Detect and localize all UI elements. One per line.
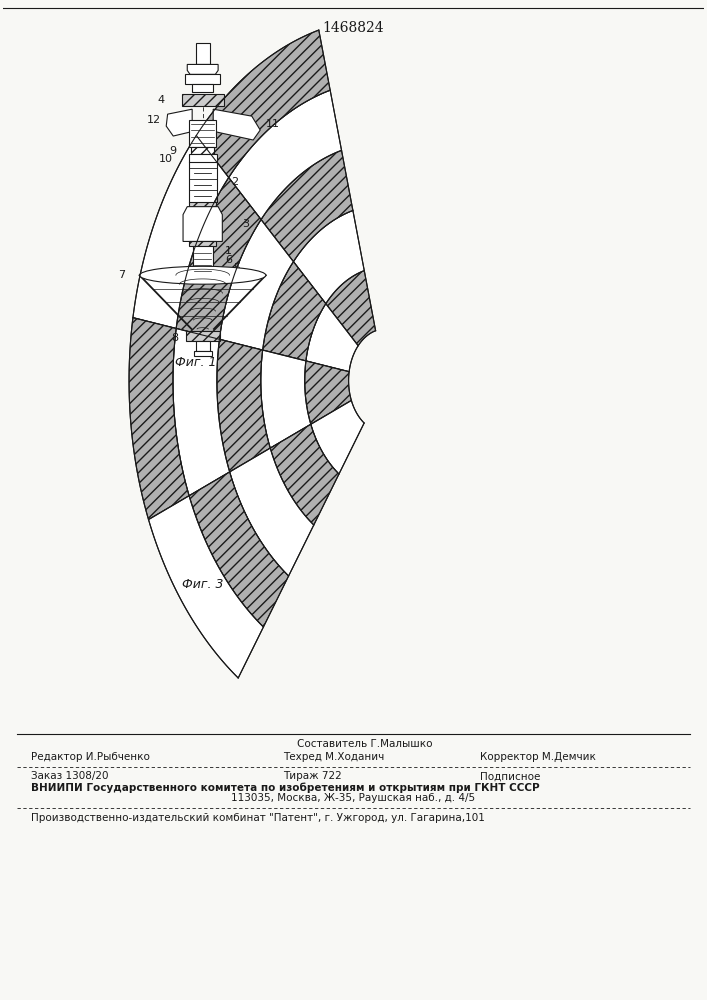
Text: Корректор М.Демчик: Корректор М.Демчик: [480, 752, 595, 762]
Bar: [189, 154, 217, 162]
Text: Фиг. 1: Фиг. 1: [175, 356, 216, 369]
Polygon shape: [261, 150, 353, 262]
Polygon shape: [230, 448, 314, 576]
Polygon shape: [183, 207, 222, 241]
Bar: [186, 331, 220, 341]
Text: 5: 5: [233, 263, 240, 273]
Bar: [196, 43, 210, 64]
Bar: [192, 147, 214, 154]
Bar: [192, 84, 214, 92]
Text: Заказ 1308/20: Заказ 1308/20: [31, 771, 108, 781]
Polygon shape: [219, 220, 293, 350]
Polygon shape: [189, 472, 288, 627]
Bar: [182, 94, 223, 106]
Text: 6: 6: [225, 255, 232, 265]
Bar: [189, 120, 216, 147]
Polygon shape: [305, 361, 351, 424]
Polygon shape: [166, 109, 192, 136]
Bar: [185, 74, 220, 84]
Text: Подписное: Подписное: [480, 771, 540, 781]
Polygon shape: [173, 328, 230, 496]
Text: 12: 12: [146, 115, 160, 125]
Polygon shape: [326, 271, 375, 346]
Text: Редактор И.Рыбченко: Редактор И.Рыбченко: [31, 752, 150, 762]
Text: ВНИИПИ Государственного комитета по изобретениям и открытиям при ГКНТ СССР: ВНИИПИ Государственного комитета по изоб…: [31, 782, 539, 793]
Text: Составитель Г.Малышко: Составитель Г.Малышко: [298, 739, 433, 749]
Polygon shape: [214, 109, 260, 140]
Text: Тираж 722: Тираж 722: [284, 771, 342, 781]
Polygon shape: [133, 135, 228, 328]
Polygon shape: [148, 496, 264, 678]
Text: 1468824: 1468824: [322, 21, 385, 35]
Bar: [196, 341, 210, 351]
Bar: [194, 351, 212, 356]
Text: 2: 2: [230, 177, 238, 187]
Polygon shape: [129, 318, 189, 520]
Text: 10: 10: [159, 154, 173, 164]
Text: 11: 11: [266, 119, 280, 129]
Text: 3: 3: [242, 219, 249, 229]
Polygon shape: [228, 90, 341, 220]
Polygon shape: [306, 304, 358, 372]
Text: 8: 8: [172, 333, 179, 343]
Text: Фиг. 3: Фиг. 3: [182, 578, 223, 591]
Text: 113035, Москва, Ж-35, Раушская наб., д. 4/5: 113035, Москва, Ж-35, Раушская наб., д. …: [231, 793, 476, 803]
Polygon shape: [261, 350, 311, 448]
Bar: [193, 246, 213, 271]
Polygon shape: [311, 400, 364, 474]
Polygon shape: [217, 339, 270, 472]
Polygon shape: [270, 424, 339, 525]
Polygon shape: [293, 210, 364, 304]
Text: 4: 4: [157, 95, 164, 105]
Polygon shape: [176, 178, 261, 339]
Polygon shape: [263, 262, 326, 361]
Text: 1: 1: [225, 246, 232, 256]
Polygon shape: [187, 64, 218, 74]
Bar: [189, 241, 216, 246]
Ellipse shape: [139, 266, 266, 284]
Polygon shape: [197, 30, 330, 178]
Text: 9: 9: [169, 146, 176, 156]
Text: Производственно-издательский комбинат "Патент", г. Ужгород, ул. Гагарина,101: Производственно-издательский комбинат "П…: [31, 813, 485, 823]
Bar: [189, 202, 216, 207]
Text: 7: 7: [118, 270, 126, 280]
Text: Техред М.Ходанич: Техред М.Ходанич: [284, 752, 385, 762]
